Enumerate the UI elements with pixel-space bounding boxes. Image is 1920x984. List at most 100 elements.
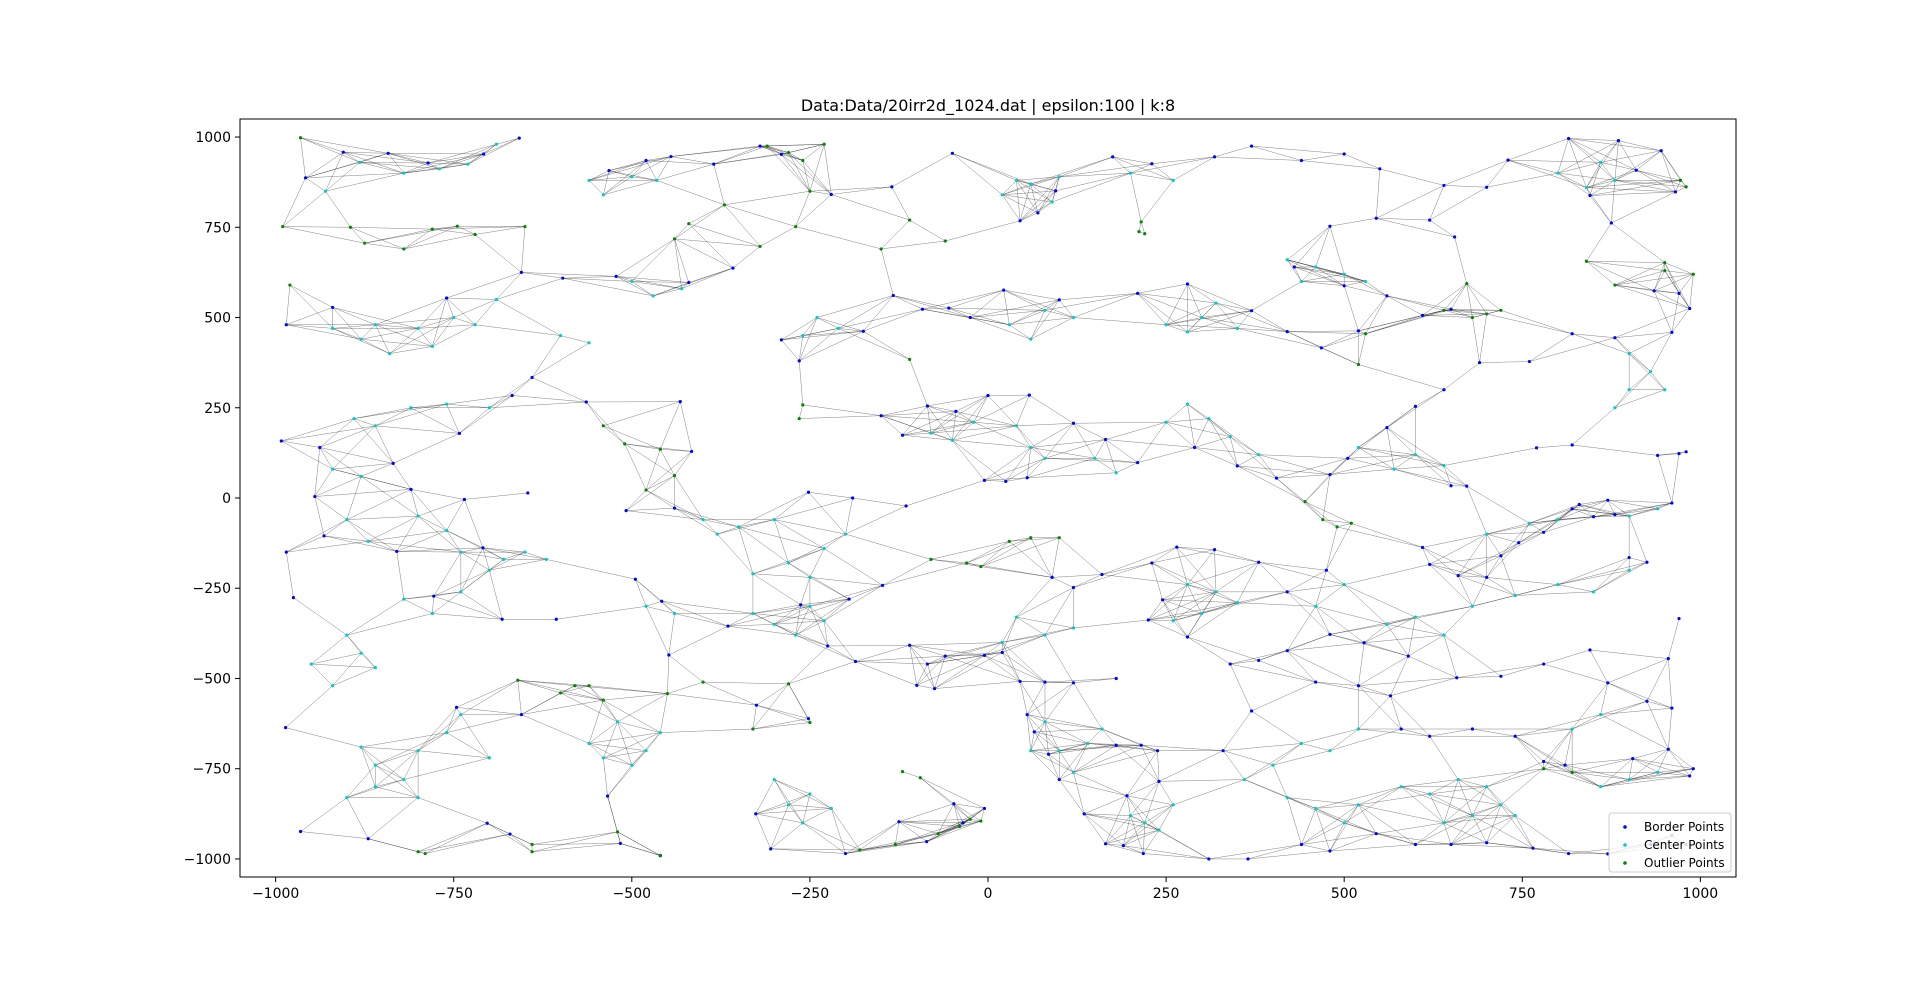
graph-edge — [375, 786, 419, 798]
graph-edge — [984, 447, 1031, 481]
data-point-center-points — [359, 474, 363, 478]
graph-edge — [460, 551, 490, 571]
graph-edge — [1376, 185, 1445, 219]
graph-edge — [759, 145, 789, 153]
data-point-border-points — [1374, 216, 1378, 220]
graph-edge — [403, 750, 419, 780]
graph-edge — [1026, 714, 1031, 751]
graph-edge — [1166, 418, 1209, 423]
data-point-border-points — [1100, 572, 1104, 577]
graph-edge — [517, 680, 590, 686]
graph-edge — [823, 620, 856, 662]
graph-edge — [285, 685, 333, 728]
y-tick-label: −500 — [193, 671, 231, 687]
x-tick-label: −250 — [791, 886, 829, 902]
graph-edge — [1187, 283, 1252, 311]
data-point-center-points — [345, 633, 349, 637]
graph-edge — [1034, 731, 1088, 744]
graph-edge — [674, 238, 682, 289]
data-point-border-points — [947, 306, 951, 310]
graph-edge — [880, 415, 903, 436]
data-point-border-points — [678, 400, 682, 404]
data-point-center-points — [630, 279, 634, 284]
graph-edge — [1287, 591, 1316, 607]
data-point-border-points — [1249, 144, 1254, 148]
graph-edge — [1664, 262, 1680, 294]
graph-edge — [1500, 804, 1534, 849]
data-point-outlier-points — [1363, 332, 1368, 336]
graph-edge — [688, 223, 761, 247]
graph-edge — [1187, 403, 1209, 419]
graph-edge — [1187, 404, 1195, 448]
graph-edge — [646, 156, 672, 161]
data-point-border-points — [1688, 774, 1692, 778]
graph-edges — [281, 137, 1694, 860]
data-point-border-points — [1018, 219, 1022, 223]
graph-edge — [660, 728, 753, 733]
graph-edge — [959, 819, 971, 827]
graph-edge — [674, 613, 729, 627]
graph-edge — [1586, 170, 1637, 188]
graph-edge — [902, 432, 932, 436]
graph-edge — [1337, 526, 1423, 548]
graph-edge — [1671, 453, 1680, 504]
graph-edge — [909, 645, 928, 665]
graph-edge — [1044, 635, 1074, 683]
graph-edge — [1162, 584, 1188, 600]
graph-edge — [624, 443, 647, 491]
graph-edge — [727, 624, 775, 627]
graph-edge — [893, 295, 949, 309]
data-point-center-points — [459, 590, 463, 594]
graph-edge — [1144, 822, 1160, 831]
graph-edge — [1083, 813, 1106, 844]
graph-edge — [1614, 337, 1630, 354]
graph-edge — [1614, 273, 1694, 286]
graph-edge — [1026, 447, 1031, 478]
graph-edge — [756, 704, 809, 719]
graph-edge — [305, 172, 404, 179]
graph-edge — [1614, 389, 1665, 408]
graph-edge — [511, 377, 533, 396]
data-point-border-points — [454, 705, 459, 709]
graph-edge — [973, 395, 989, 423]
data-point-border-points — [1499, 674, 1503, 678]
data-point-border-points — [1455, 676, 1459, 680]
data-point-center-points — [444, 528, 449, 533]
graph-edge — [512, 395, 587, 403]
data-point-border-points — [1046, 752, 1051, 756]
graph-edge — [795, 598, 850, 636]
graph-edge — [898, 821, 927, 842]
graph-edge — [1458, 779, 1487, 787]
graph-edge — [1003, 289, 1060, 301]
data-point-center-points — [1128, 171, 1133, 175]
graph-edge — [1607, 658, 1669, 684]
graph-edge — [1429, 793, 1501, 806]
graph-edge — [799, 415, 882, 419]
graph-edge — [1422, 533, 1487, 548]
graph-edge — [1486, 815, 1516, 843]
data-point-center-points — [388, 352, 392, 356]
graph-edge — [1173, 156, 1215, 181]
data-point-center-points — [651, 294, 655, 298]
graph-edge — [1422, 547, 1487, 578]
graph-edge — [607, 764, 632, 797]
graph-edge — [1466, 283, 1473, 318]
graph-edge — [916, 663, 928, 686]
graph-edge — [732, 246, 761, 269]
graph-edge — [1486, 533, 1502, 556]
data-point-center-points — [1599, 160, 1603, 164]
graph-edge — [1450, 815, 1516, 845]
graph-edge — [1044, 439, 1106, 459]
graph-edge — [1208, 418, 1259, 455]
data-point-center-points — [1242, 777, 1247, 782]
graph-edge — [1287, 569, 1327, 593]
data-point-center-points — [501, 557, 506, 561]
graph-edge — [1326, 570, 1345, 585]
graph-edge — [927, 405, 932, 434]
graph-edge — [1030, 183, 1039, 213]
graph-edge — [1451, 308, 1487, 315]
graph-edge — [425, 823, 488, 854]
graph-edge — [1628, 371, 1651, 390]
data-point-center-points — [444, 402, 449, 406]
graph-edge — [446, 732, 490, 759]
